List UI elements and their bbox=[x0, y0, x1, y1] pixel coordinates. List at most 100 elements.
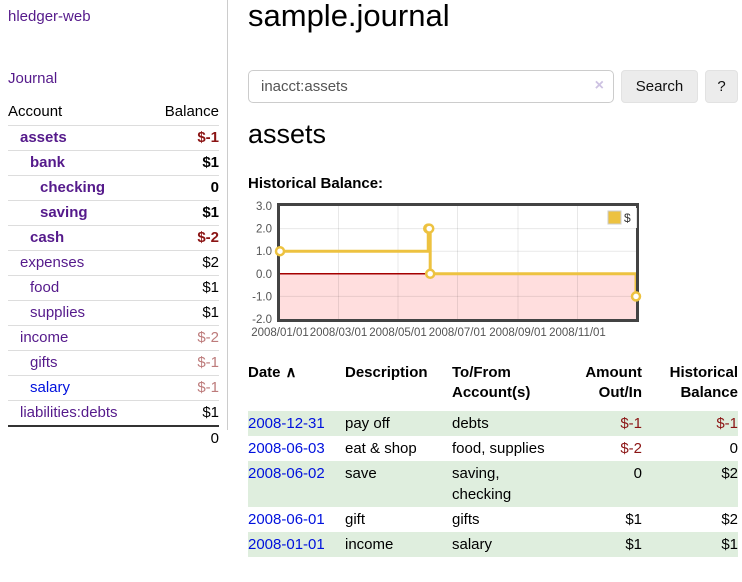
balance-chart[interactable]: 3.0 2.0 1.0 0.0 -1.0 -2.0 2008/01/01 2008/03/01… bbox=[248, 199, 650, 346]
register-column-header: Description bbox=[345, 364, 428, 381]
account-row: expenses $2 bbox=[8, 250, 219, 276]
help-button[interactable]: ? bbox=[705, 70, 738, 103]
accounts-header-account: Account bbox=[8, 103, 63, 120]
transaction-accounts: salary bbox=[452, 536, 493, 553]
sidebar-account-link[interactable]: income bbox=[20, 329, 69, 346]
accounts-total-value: 0 bbox=[149, 425, 219, 451]
account-balance: $1 bbox=[149, 275, 219, 301]
sidebar-account-link[interactable]: checking bbox=[40, 179, 106, 196]
account-balance: $1 bbox=[149, 200, 219, 226]
account-balance: 0 bbox=[149, 175, 219, 201]
register-column-header: To/From Account(s) bbox=[452, 364, 531, 401]
sidebar-account-link[interactable]: expenses bbox=[20, 254, 85, 271]
app-brand-link[interactable]: hledger-web bbox=[8, 8, 91, 25]
transaction-amount: $-2 bbox=[620, 440, 642, 457]
account-row: income $-2 bbox=[8, 325, 219, 351]
svg-text:2008/07/01: 2008/07/01 bbox=[429, 327, 487, 339]
account-balance: $1 bbox=[149, 400, 219, 426]
sidebar-item-journal[interactable]: Journal bbox=[8, 70, 58, 87]
transaction-accounts: saving, checking bbox=[452, 465, 512, 503]
svg-text:2.0: 2.0 bbox=[256, 224, 272, 236]
transaction-description: eat & shop bbox=[345, 440, 417, 457]
sidebar-account-link[interactable]: assets bbox=[20, 129, 67, 146]
account-row: checking 0 bbox=[8, 175, 219, 201]
transaction-amount: $1 bbox=[625, 536, 642, 553]
account-balance: $2 bbox=[149, 250, 219, 276]
transaction-description: income bbox=[345, 536, 394, 553]
transaction-accounts: debts bbox=[452, 415, 489, 432]
svg-text:2008/01/01: 2008/01/01 bbox=[251, 327, 309, 339]
transaction-accounts: food, supplies bbox=[452, 440, 545, 457]
sidebar-account-link[interactable]: gifts bbox=[30, 354, 58, 371]
transaction-description: pay off bbox=[345, 415, 390, 432]
transaction-row: 2008-01-01 income salary $1 $1 bbox=[248, 532, 738, 557]
sidebar-account-link[interactable]: supplies bbox=[30, 304, 86, 321]
accounts-table: Account Balance assets $-1 bank $1 checking 0… bbox=[8, 103, 219, 451]
account-balance: $-2 bbox=[149, 225, 219, 251]
register-table: Date ∧ Description To/From Account(s) Amount O… bbox=[248, 363, 738, 557]
transaction-row: 2008-12-31 pay off debts $-1 $-1 bbox=[248, 411, 738, 436]
sidebar-account-link[interactable]: liabilities:debts bbox=[20, 404, 118, 421]
transaction-balance: $2 bbox=[721, 465, 738, 482]
main-content: sample.journal × Search ? assets Histori… bbox=[248, 0, 742, 582]
sidebar-account-link[interactable]: food bbox=[30, 279, 60, 296]
transaction-description: gift bbox=[345, 511, 366, 528]
search-input[interactable] bbox=[248, 70, 614, 103]
sidebar-account-link[interactable]: bank bbox=[30, 154, 66, 171]
svg-text:0.0: 0.0 bbox=[256, 269, 272, 281]
svg-text:-2.0: -2.0 bbox=[252, 314, 272, 326]
transaction-row: 2008-06-03 eat & shop food, supplies $-2 0 bbox=[248, 436, 738, 461]
chart-title: Historical Balance: bbox=[248, 175, 384, 192]
account-row: bank $1 bbox=[8, 150, 219, 176]
page-title: sample.journal bbox=[248, 0, 450, 33]
register-body: 2008-12-31 pay off debts $-1 $-1 2008-06-03 ea… bbox=[248, 411, 738, 557]
sidebar-account-link[interactable]: saving bbox=[40, 204, 88, 221]
transaction-date-link[interactable]: 2008-06-01 bbox=[248, 511, 325, 528]
transaction-balance: $1 bbox=[721, 536, 738, 553]
svg-text:2008/09/01: 2008/09/01 bbox=[489, 327, 547, 339]
sidebar-account-link[interactable]: salary bbox=[30, 379, 71, 396]
register-header-row: Date ∧ Description To/From Account(s) Amount O… bbox=[248, 363, 738, 411]
transaction-amount: $1 bbox=[625, 511, 642, 528]
account-balance: $-1 bbox=[149, 350, 219, 376]
account-row: cash $-2 bbox=[8, 225, 219, 251]
register-column-header: Date ∧ bbox=[248, 364, 297, 381]
transaction-date-link[interactable]: 2008-06-02 bbox=[248, 465, 325, 482]
transaction-date-link[interactable]: 2008-06-03 bbox=[248, 440, 325, 457]
accounts-header-balance: Balance bbox=[164, 103, 219, 120]
svg-text:2008/05/01: 2008/05/01 bbox=[369, 327, 427, 339]
svg-text:1.0: 1.0 bbox=[256, 246, 272, 258]
account-balance: $-1 bbox=[149, 375, 219, 401]
search-button[interactable]: Search bbox=[621, 70, 698, 103]
account-balance: $1 bbox=[149, 300, 219, 326]
transaction-row: 2008-06-01 gift gifts $1 $2 bbox=[248, 507, 738, 532]
sort-ascending-icon: ∧ bbox=[285, 364, 297, 381]
transaction-balance: $-1 bbox=[716, 415, 738, 432]
transaction-amount: 0 bbox=[633, 465, 642, 482]
transaction-row: 2008-06-02 save saving, checking 0 $2 bbox=[248, 461, 738, 507]
sidebar-account-link[interactable]: cash bbox=[30, 229, 65, 246]
transaction-date-link[interactable]: 2008-01-01 bbox=[248, 536, 325, 553]
transaction-balance: $2 bbox=[721, 511, 738, 528]
account-row: supplies $1 bbox=[8, 300, 219, 326]
register-column-header: Historical Balance bbox=[669, 364, 738, 401]
account-row: assets $-1 bbox=[8, 125, 219, 151]
account-balance: $-1 bbox=[149, 125, 219, 151]
register-column-header: Amount Out/In bbox=[585, 364, 642, 401]
svg-text:-1.0: -1.0 bbox=[252, 291, 272, 303]
account-balance: $-2 bbox=[149, 325, 219, 351]
account-row: liabilities:debts $1 bbox=[8, 400, 219, 426]
transaction-accounts: gifts bbox=[452, 511, 480, 528]
account-row: gifts $-1 bbox=[8, 350, 219, 376]
search-form: × Search ? bbox=[248, 70, 738, 103]
transaction-balance: 0 bbox=[729, 440, 738, 457]
accounts-total-row: 0 bbox=[8, 425, 219, 451]
svg-text:3.0: 3.0 bbox=[256, 201, 272, 213]
transaction-date-link[interactable]: 2008-12-31 bbox=[248, 415, 325, 432]
legend-swatch bbox=[607, 210, 622, 225]
transaction-amount: $-1 bbox=[620, 415, 642, 432]
account-row: saving $1 bbox=[8, 200, 219, 226]
clear-search-icon[interactable]: × bbox=[594, 77, 604, 94]
account-row: food $1 bbox=[8, 275, 219, 301]
account-heading: assets bbox=[248, 119, 327, 149]
